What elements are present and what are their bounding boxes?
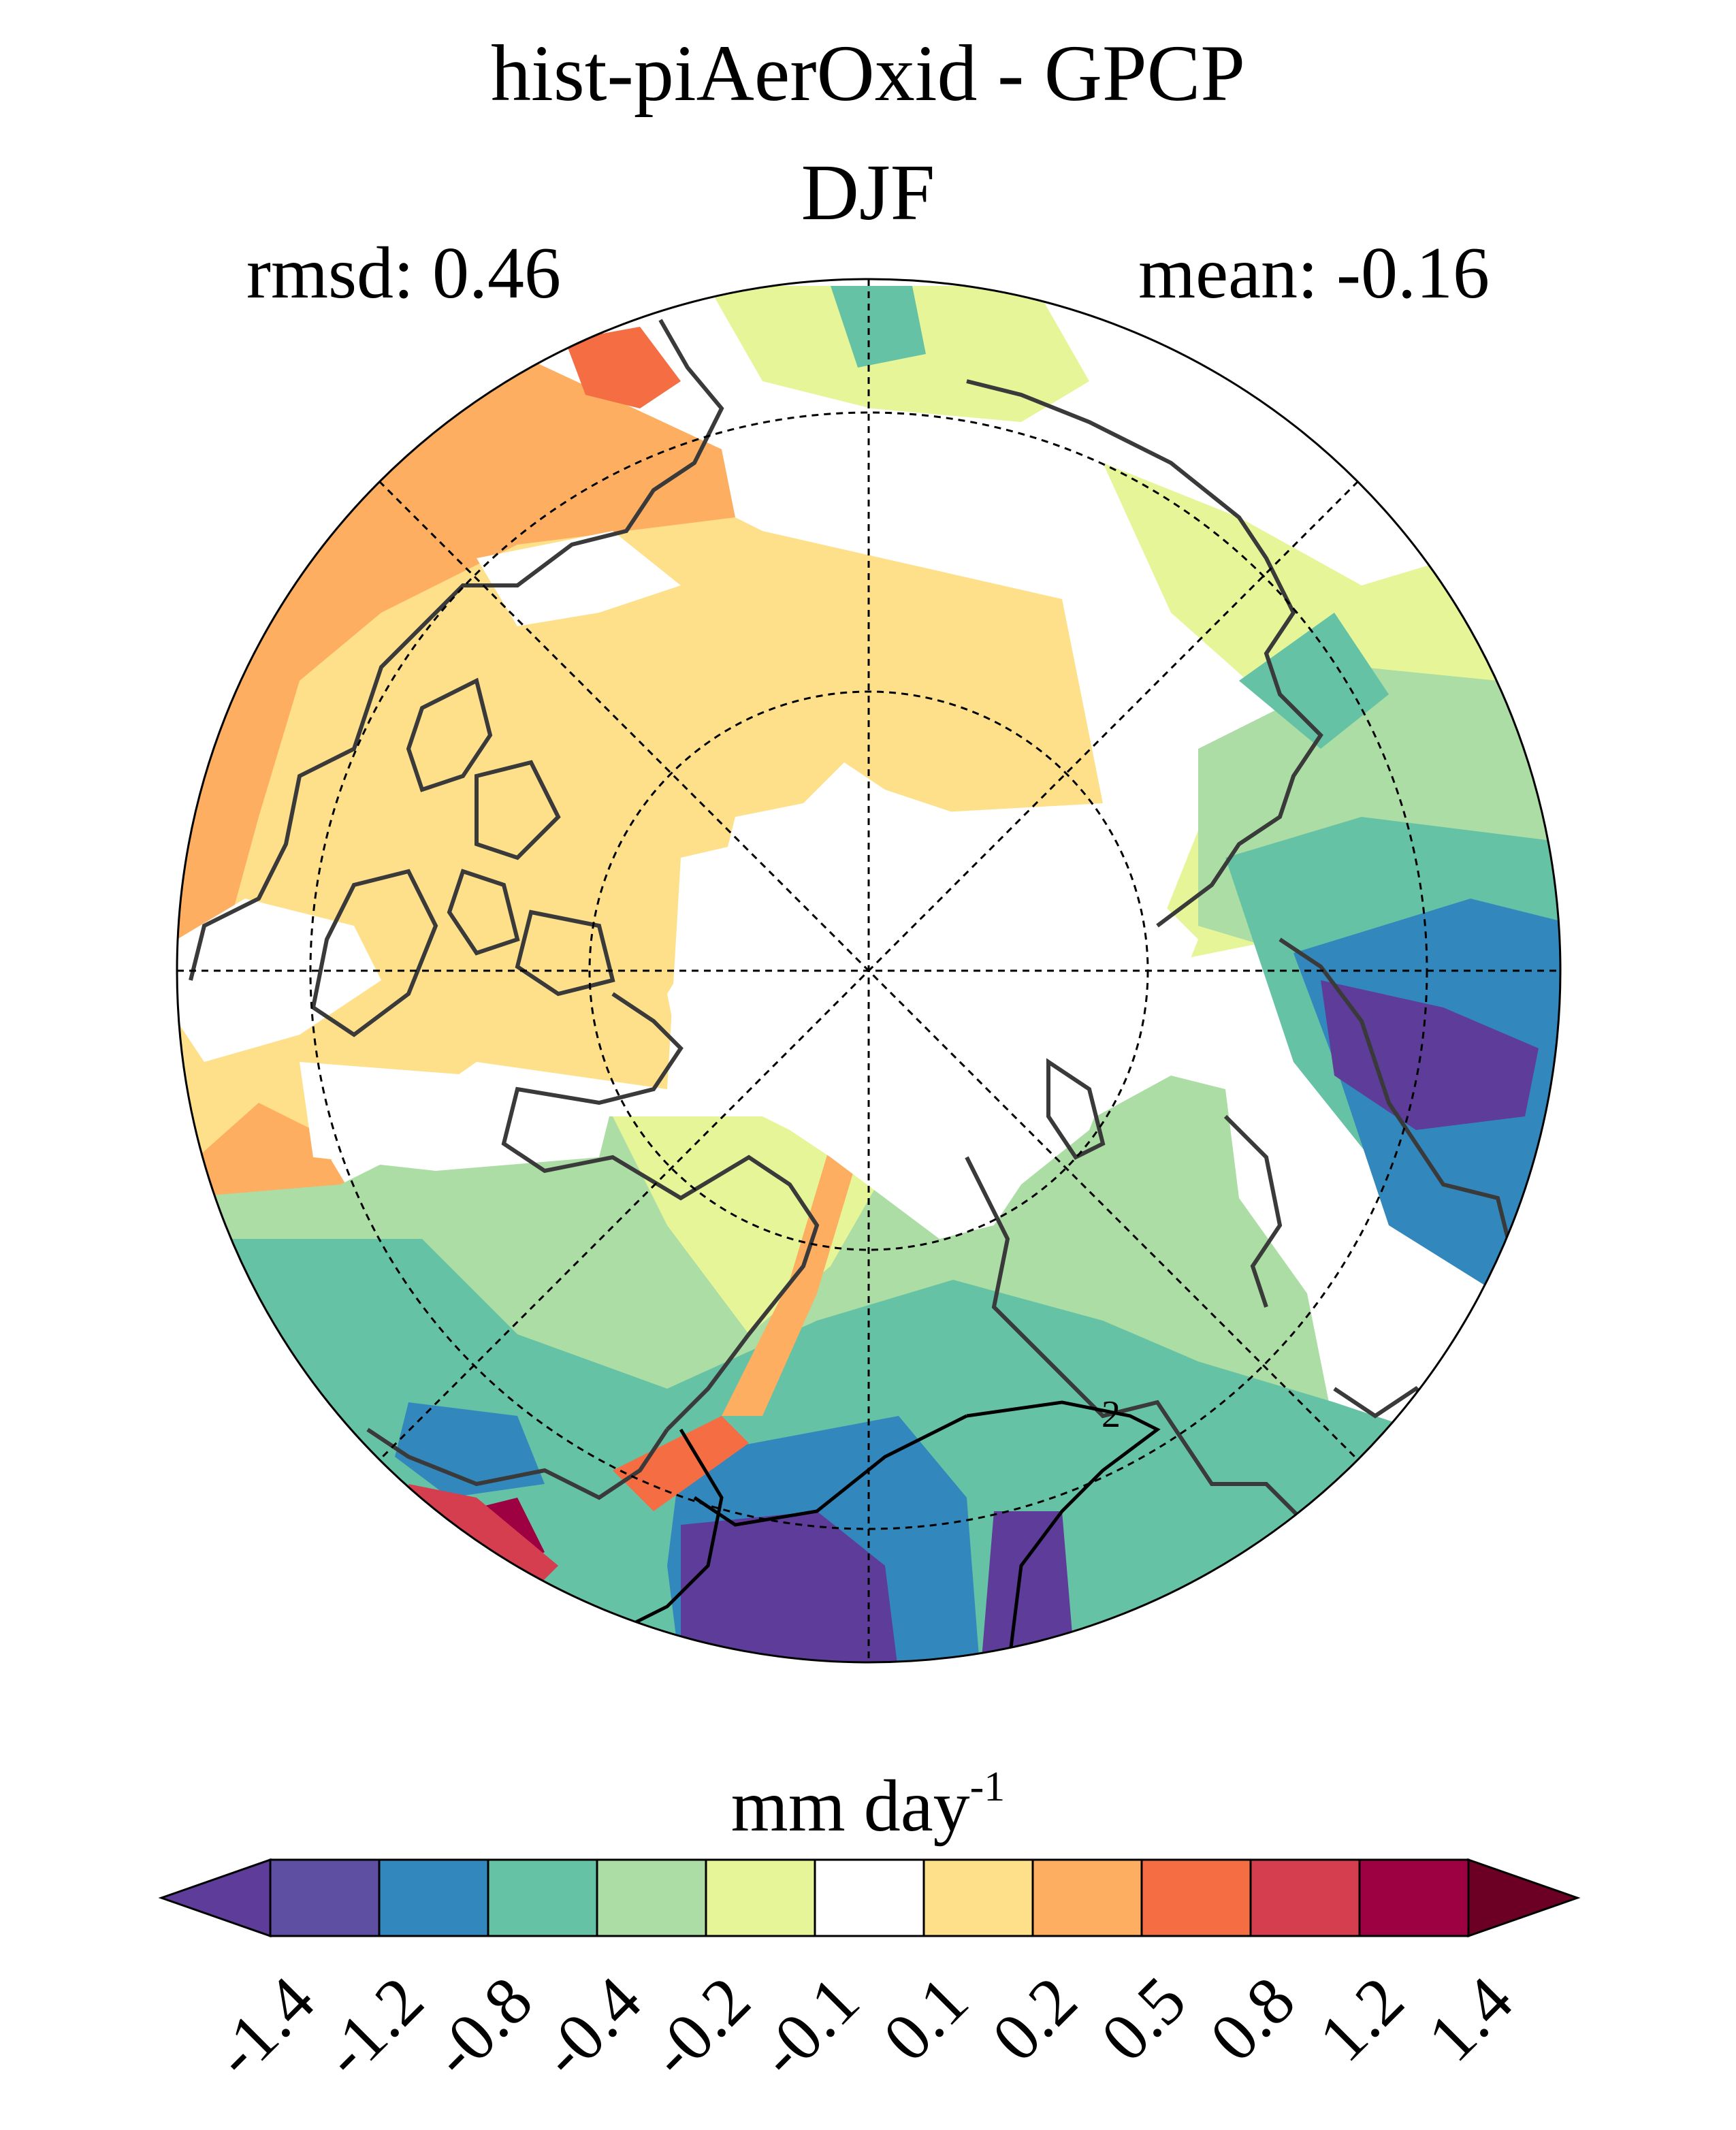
meridian-diagonal-2 xyxy=(378,480,1360,1462)
colorbar-tick-label: -0.1 xyxy=(743,1962,873,2091)
colorbar-box xyxy=(922,1858,1034,1937)
coastline-alaska xyxy=(501,992,820,1432)
contour-label: 2 xyxy=(1102,1393,1121,1436)
coastlines xyxy=(189,319,1526,1609)
region-white-polar-cap xyxy=(667,762,1198,1239)
region-light-orange-west xyxy=(177,488,1103,1198)
coastline-north-america-east xyxy=(189,319,724,981)
colorbar-units: mm day-1 xyxy=(0,1763,1736,1849)
coastline-archipelago-1 xyxy=(475,760,561,860)
plot-title: hist-piAerOxid - GPCP xyxy=(491,29,1245,118)
colorbar-tick-label: -0.2 xyxy=(634,1962,764,2091)
colorbar-min-triangle xyxy=(158,1858,272,1938)
colorbar-box xyxy=(487,1858,598,1937)
colorbar-box xyxy=(814,1858,925,1937)
coastline-black-sea xyxy=(1223,1114,1283,1308)
colorbar-tick-labels: -1.4-1.2-0.8-0.4-0.2-0.10.10.20.50.81.21… xyxy=(199,1962,1526,2091)
region-orange-ridge xyxy=(722,1144,858,1416)
region-red-orange-blob xyxy=(565,327,681,408)
graticule xyxy=(177,279,1560,1662)
coastline-archipelago-3 xyxy=(515,909,615,997)
colorbar-box xyxy=(1140,1858,1252,1937)
colorbar-box xyxy=(1358,1858,1470,1937)
colorbar-box xyxy=(705,1858,816,1937)
colorbar-tick-label: -1.4 xyxy=(199,1962,328,2091)
mean-label: mean: -0.16 xyxy=(1138,233,1490,314)
region-blue-southwest xyxy=(395,1402,545,1498)
colorbar-box xyxy=(596,1858,707,1937)
colorbar-tick-label: 0.5 xyxy=(1087,1962,1200,2076)
rmsd-label: rmsd: 0.46 xyxy=(246,233,562,314)
coastline-novaya xyxy=(1046,1058,1106,1160)
region-white-west xyxy=(177,899,381,1062)
coastline-scandinavia xyxy=(1279,937,1513,1253)
colorbar-tick-label: 0.2 xyxy=(978,1962,1091,2076)
region-white-northwest xyxy=(477,531,681,626)
colorbar-tick-label: 0.8 xyxy=(1195,1962,1309,2076)
colorbar-tick-label: 0.1 xyxy=(869,1962,982,2076)
region-teal-north xyxy=(831,286,926,368)
region-yellowgreen-south xyxy=(613,1116,885,1334)
units-exponent: -1 xyxy=(969,1764,1006,1810)
region-purple-east xyxy=(1321,980,1539,1130)
coastline-west-coast xyxy=(366,1427,669,1500)
colorbar-tick-label: 1.4 xyxy=(1413,1962,1527,2076)
region-white-southwest xyxy=(300,1062,613,1171)
coastline-hudson xyxy=(310,869,438,1037)
colorbar-tick-label: -0.4 xyxy=(526,1962,655,2091)
colorbar-tick-label: 1.2 xyxy=(1304,1962,1418,2076)
region-purple-southeast xyxy=(980,1511,1076,1662)
coastline-eurasia-north xyxy=(966,379,1323,928)
colorbar-box xyxy=(1249,1858,1361,1937)
region-purple-south xyxy=(681,1511,899,1662)
colorbar-boxes xyxy=(158,1858,1581,1938)
units-base: mm day xyxy=(730,1766,970,1847)
region-teal-east xyxy=(1239,613,1389,749)
colorbar-box xyxy=(1031,1858,1143,1937)
region-red-ridge xyxy=(613,1416,749,1511)
coastline-archipelago-2 xyxy=(447,869,520,956)
coastline-greenland xyxy=(406,677,493,792)
season-label: DJF xyxy=(801,148,935,237)
colorbar-tick-label: -1.2 xyxy=(308,1962,437,2091)
colorbar-box xyxy=(378,1858,489,1937)
colorbar-max-triangle xyxy=(1467,1858,1581,1938)
polar-map: 2 xyxy=(176,278,1562,1664)
colorbar-box xyxy=(269,1858,381,1937)
map-boundary xyxy=(176,278,1562,1664)
colorbar-tick-label: -0.8 xyxy=(417,1962,546,2091)
